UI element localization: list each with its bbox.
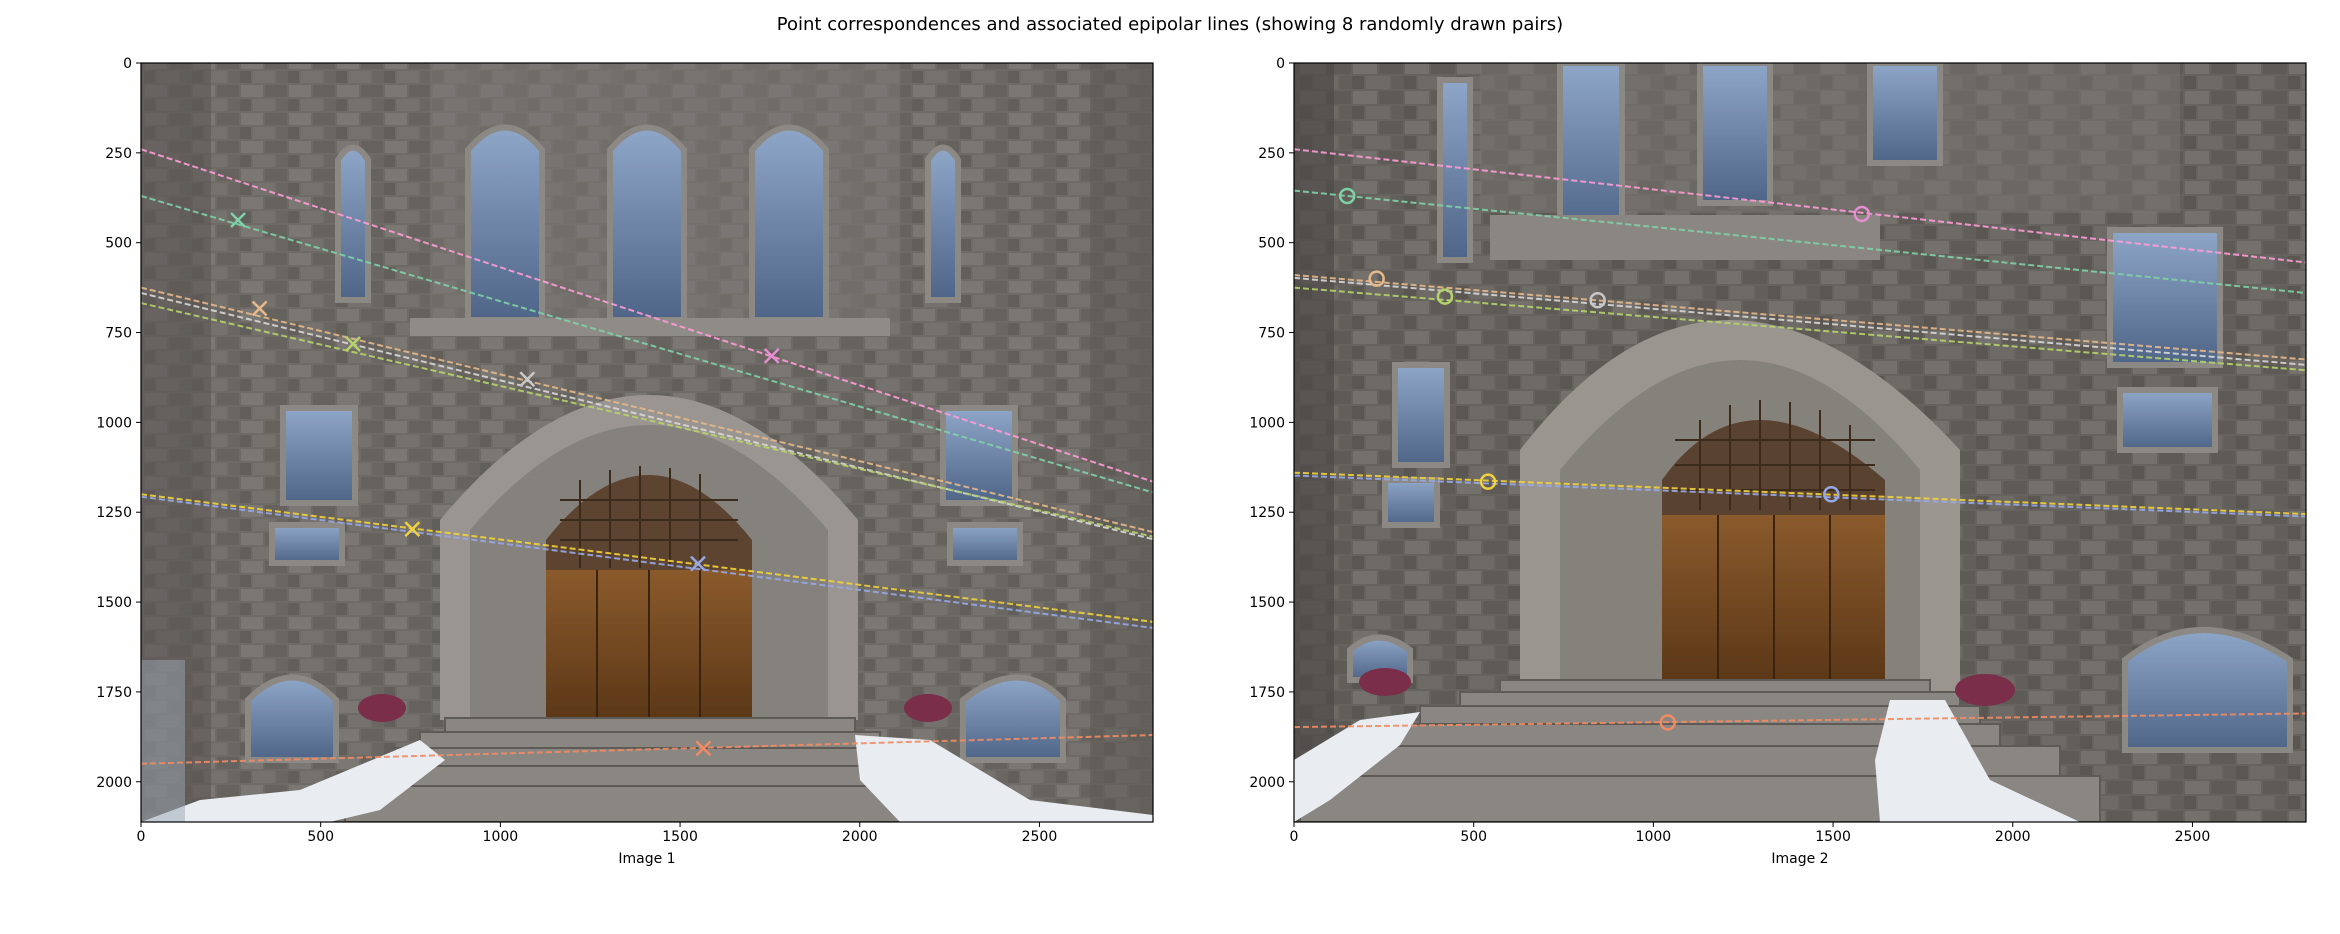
left-xtick-label: 1500 <box>662 829 698 845</box>
right-axes-frame <box>1293 62 2307 823</box>
left-point-marker-1 <box>230 212 246 228</box>
left-epipolar-line-6 <box>141 493 1153 623</box>
left-point-marker-6 <box>404 521 421 537</box>
left-photo <box>141 63 1153 822</box>
left-point-marker-4 <box>519 371 536 388</box>
right-epipolar-line-3 <box>1294 274 2306 361</box>
right-point-marker-5 <box>1853 205 1871 223</box>
left-epipolar-line-3 <box>141 286 1153 533</box>
right-epipolar-line-5 <box>1294 286 2306 372</box>
left-ytick-label: 2000 <box>96 775 132 791</box>
right-chart-layer <box>1294 148 2306 731</box>
right-ytick-label: 750 <box>1258 326 1285 342</box>
right-xtick-label: 500 <box>1460 829 1487 845</box>
left-axis-ticks: 0 500 1000 1500 2000 2500 0 250 500 750 1000 1250 15… <box>96 56 1057 845</box>
right-epipolar-line-4 <box>1294 276 2306 366</box>
left-point-marker-3 <box>345 336 361 352</box>
left-ytick-label: 1750 <box>96 685 132 701</box>
right-axis-ticks: 0 500 1000 1500 2000 2500 0 250 500 750 1000 1250 15… <box>1249 56 2210 845</box>
right-epipolar-line-6 <box>1294 471 2306 516</box>
left-epipolar-line-7 <box>141 495 1153 629</box>
left-xtick-label: 1000 <box>483 829 519 845</box>
right-xlabel: Image 2 <box>1771 851 1828 867</box>
right-point-marker-8 <box>1659 714 1676 731</box>
right-point-marker-4 <box>1589 291 1606 309</box>
right-point-marker-6 <box>1479 473 1497 490</box>
left-ytick-label: 250 <box>105 146 132 162</box>
left-epipolar-line-1 <box>141 148 1153 483</box>
right-point-marker-1 <box>1338 187 1356 205</box>
right-epipolar-line-7 <box>1294 474 2306 518</box>
right-ytick-label: 0 <box>1276 56 1285 72</box>
right-ytick-label: 500 <box>1258 236 1285 252</box>
right-point-marker-3 <box>1436 288 1454 305</box>
right-ytick-label: 2000 <box>1249 775 1285 791</box>
left-ytick-label: 1250 <box>96 505 132 521</box>
left-epipolar-line-2 <box>141 195 1153 494</box>
left-ytick-label: 1000 <box>96 415 132 431</box>
right-ytick-label: 1750 <box>1249 685 1285 701</box>
left-xtick-label: 0 <box>137 829 146 845</box>
right-epipolar-line-2 <box>1294 189 2306 294</box>
left-ytick-label: 1500 <box>96 595 132 611</box>
left-ytick-label: 0 <box>123 56 132 72</box>
right-photo <box>1294 63 2306 822</box>
right-xtick-label: 2000 <box>1995 829 2031 845</box>
left-point-marker-2 <box>251 300 268 317</box>
right-xtick-label: 2500 <box>2175 829 2211 845</box>
right-ytick-label: 1500 <box>1249 595 1285 611</box>
left-xtick-label: 2000 <box>842 829 878 845</box>
left-epipolar-line-5 <box>141 302 1153 538</box>
right-epipolar-line-1 <box>1294 148 2306 264</box>
left-point-marker-5 <box>763 348 780 364</box>
right-epipolar-line-8 <box>1294 712 2306 729</box>
left-axes-frame <box>140 62 1154 823</box>
left-point-marker-7 <box>690 555 706 572</box>
right-ytick-label: 1250 <box>1249 505 1285 521</box>
right-ytick-label: 250 <box>1258 146 1285 162</box>
right-xtick-label: 1000 <box>1636 829 1672 845</box>
left-point-marker-8 <box>695 740 712 757</box>
left-epipolar-line-8 <box>141 734 1153 765</box>
left-chart-layer <box>141 148 1153 765</box>
figure-title: Point correspondences and associated epi… <box>776 14 1564 35</box>
left-xtick-label: 500 <box>307 829 334 845</box>
right-point-marker-2 <box>1368 270 1385 287</box>
left-xlabel: Image 1 <box>618 851 675 867</box>
right-xtick-label: 0 <box>1290 829 1299 845</box>
left-ytick-label: 750 <box>105 326 132 342</box>
right-ytick-label: 1000 <box>1249 415 1285 431</box>
left-ytick-label: 500 <box>105 236 132 252</box>
right-xtick-label: 1500 <box>1815 829 1851 845</box>
left-xtick-label: 2500 <box>1022 829 1058 845</box>
right-point-marker-7 <box>1823 486 1840 503</box>
